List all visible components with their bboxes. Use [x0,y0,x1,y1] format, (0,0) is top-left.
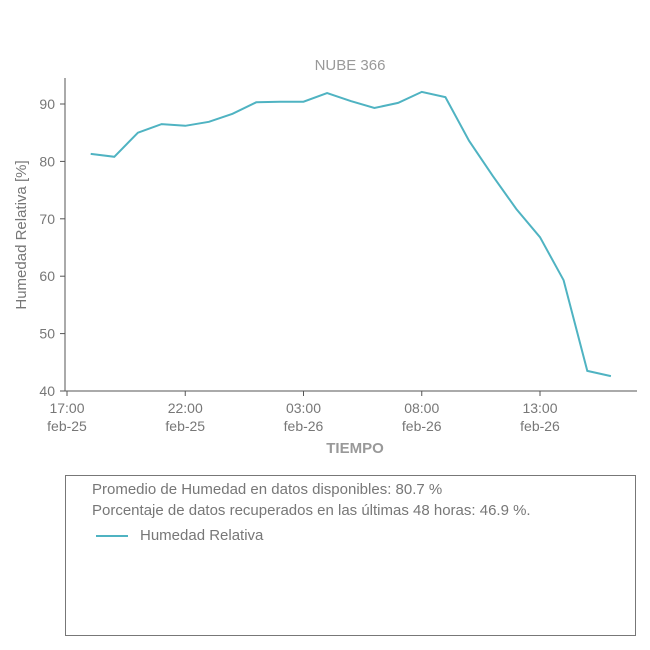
y-tick-label: 80 [39,153,55,169]
info-box: Promedio de Humedad en datos disponibles… [65,475,636,636]
chart-title: NUBE 366 [315,57,386,74]
recovery-percentage-text: Porcentaje de datos recuperados en las ú… [92,502,531,519]
legend-label: Humedad Relativa [140,527,264,544]
x-tick-label-date: feb-26 [520,418,560,434]
x-tick-label-date: feb-25 [47,418,87,434]
y-tick-label: 50 [39,326,55,342]
x-axis-label: TIEMPO [326,440,384,457]
y-tick-label: 70 [39,211,55,227]
humidity-chart: NUBE 366 TIEMPO Humedad Relativa [%] 40 5… [13,57,637,457]
y-tick-label: 60 [39,268,55,284]
x-tick-label-date: feb-26 [284,418,324,434]
x-tick-label-time: 13:00 [522,400,557,416]
x-tick-label-date: feb-25 [165,418,205,434]
y-tick-label: 90 [39,96,55,112]
x-tick-label-time: 08:00 [404,400,439,416]
legend-swatch [96,534,128,537]
x-tick-label-time: 03:00 [286,400,321,416]
series-line-humedad-relativa [90,90,612,378]
y-axis-label: Humedad Relativa [%] [13,160,30,309]
y-tick-label: 40 [39,383,55,399]
legend-item: Humedad Relativa [96,527,263,544]
x-tick-label-time: 22:00 [168,400,203,416]
x-tick-label-date: feb-26 [402,418,442,434]
x-tick-label-time: 17:00 [49,400,84,416]
average-text: Promedio de Humedad en datos disponibles… [92,481,443,498]
